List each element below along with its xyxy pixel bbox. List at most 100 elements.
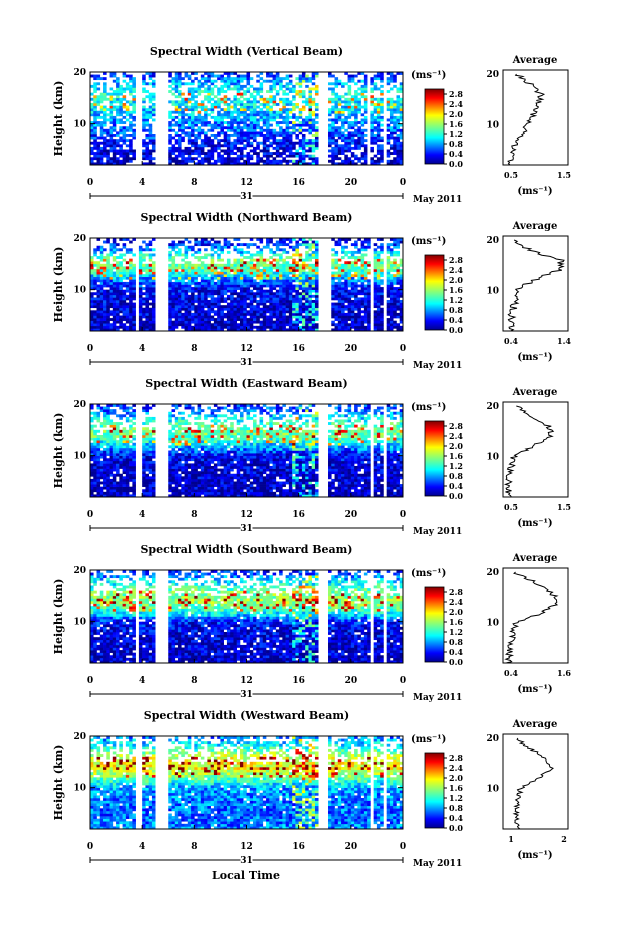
heatmap-cell: [201, 152, 205, 155]
heatmap-cell: [348, 256, 352, 259]
heatmap-cell: [348, 93, 352, 96]
heatmap-cell: [172, 295, 176, 298]
heatmap-cell: [292, 326, 296, 329]
heatmap-cell: [273, 142, 277, 145]
heatmap-cell: [152, 313, 156, 316]
heatmap-cell: [116, 300, 120, 303]
heatmap-cell: [123, 310, 127, 313]
heatmap-cell: [282, 157, 286, 160]
heatmap-cell: [191, 277, 195, 280]
heatmap-cell: [341, 144, 345, 147]
heatmap-cell: [380, 308, 384, 311]
heatmap-cell: [282, 290, 286, 293]
heatmap-cell: [354, 297, 358, 300]
heatmap-cell: [263, 116, 267, 119]
heatmap-cell: [119, 318, 123, 321]
heatmap-cell: [100, 321, 104, 324]
heatmap-cell: [286, 131, 290, 134]
heatmap-cell: [380, 248, 384, 251]
heatmap-cell: [224, 103, 228, 106]
heatmap-cell: [279, 290, 283, 293]
heatmap-cell: [201, 100, 205, 103]
heatmap-cell: [276, 103, 280, 106]
heatmap-cell: [113, 266, 117, 269]
heatmap-cell: [129, 308, 133, 311]
heatmap-cell: [335, 80, 339, 83]
heatmap-cell: [299, 292, 303, 295]
heatmap-cell: [273, 85, 277, 88]
heatmap-cell: [181, 98, 185, 101]
heatmap-cell: [315, 90, 319, 93]
heatmap-cell: [305, 246, 309, 249]
heatmap-cell: [175, 305, 179, 308]
heatmap-cell: [172, 310, 176, 313]
heatmap-cell: [387, 129, 391, 132]
heatmap-cell: [351, 98, 355, 101]
heatmap-cell: [269, 137, 273, 140]
heatmap-cell: [292, 266, 296, 269]
heatmap-cell: [100, 246, 104, 249]
heatmap-cell: [282, 152, 286, 155]
heatmap-cell: [269, 256, 273, 259]
heatmap-cell: [380, 290, 384, 293]
heatmap-cell: [168, 124, 172, 127]
heatmap-cell: [243, 108, 247, 111]
heatmap-cell: [273, 131, 277, 134]
heatmap-cell: [214, 134, 218, 137]
heatmap-cell: [185, 264, 189, 267]
heatmap-cell: [292, 259, 296, 262]
heatmap-cell: [185, 300, 189, 303]
heatmap-cell: [90, 98, 94, 101]
heatmap-cell: [211, 266, 215, 269]
heatmap-cell: [175, 243, 179, 246]
heatmap-cell: [253, 313, 257, 316]
heatmap-cell: [370, 157, 374, 160]
heatmap-cell: [240, 248, 244, 251]
heatmap-cell: [110, 451, 114, 454]
heatmap-cell: [269, 75, 273, 78]
heatmap-cell: [227, 264, 231, 267]
heatmap-cell: [338, 95, 342, 98]
heatmap-cell: [126, 160, 130, 163]
heatmap-cell: [393, 287, 397, 290]
heatmap-cell: [289, 246, 293, 249]
heatmap-cell: [354, 129, 358, 132]
heatmap-cell: [276, 305, 280, 308]
heatmap-cell: [194, 326, 198, 329]
heatmap-cell: [390, 261, 394, 264]
heatmap-cell: [178, 274, 182, 277]
heatmap-cell: [292, 277, 296, 280]
heatmap-cell: [240, 126, 244, 129]
heatmap-cell: [240, 292, 244, 295]
heatmap-cell: [286, 318, 290, 321]
heatmap-cell: [152, 119, 156, 122]
heatmap-cell: [93, 414, 97, 417]
heatmap-cell: [341, 139, 345, 142]
heatmap-cell: [191, 88, 195, 91]
heatmap-cell: [198, 256, 202, 259]
heatmap-cell: [361, 134, 365, 137]
heatmap-cell: [230, 150, 234, 153]
heatmap-cell: [132, 277, 136, 280]
heatmap-cell: [149, 316, 153, 319]
heatmap-cell: [211, 108, 215, 111]
heatmap-cell: [279, 277, 283, 280]
heatmap-cell: [312, 251, 316, 254]
heatmap-cell: [113, 292, 117, 295]
heatmap-cell: [289, 313, 293, 316]
heatmap-cell: [214, 116, 218, 119]
heatmap-cell: [106, 409, 110, 412]
heatmap-cell: [396, 316, 400, 319]
heatmap-cell: [217, 113, 221, 116]
heatmap-cell: [390, 100, 394, 103]
heatmap-cell: [178, 150, 182, 153]
heatmap-cell: [393, 323, 397, 326]
heatmap-cell: [100, 310, 104, 313]
heatmap-cell: [207, 124, 211, 127]
heatmap-cell: [256, 121, 260, 124]
heatmap-cell: [103, 111, 107, 114]
heatmap-cell: [289, 100, 293, 103]
heatmap-cell: [97, 310, 101, 313]
heatmap-cell: [305, 251, 309, 254]
heatmap-cell: [393, 326, 397, 329]
